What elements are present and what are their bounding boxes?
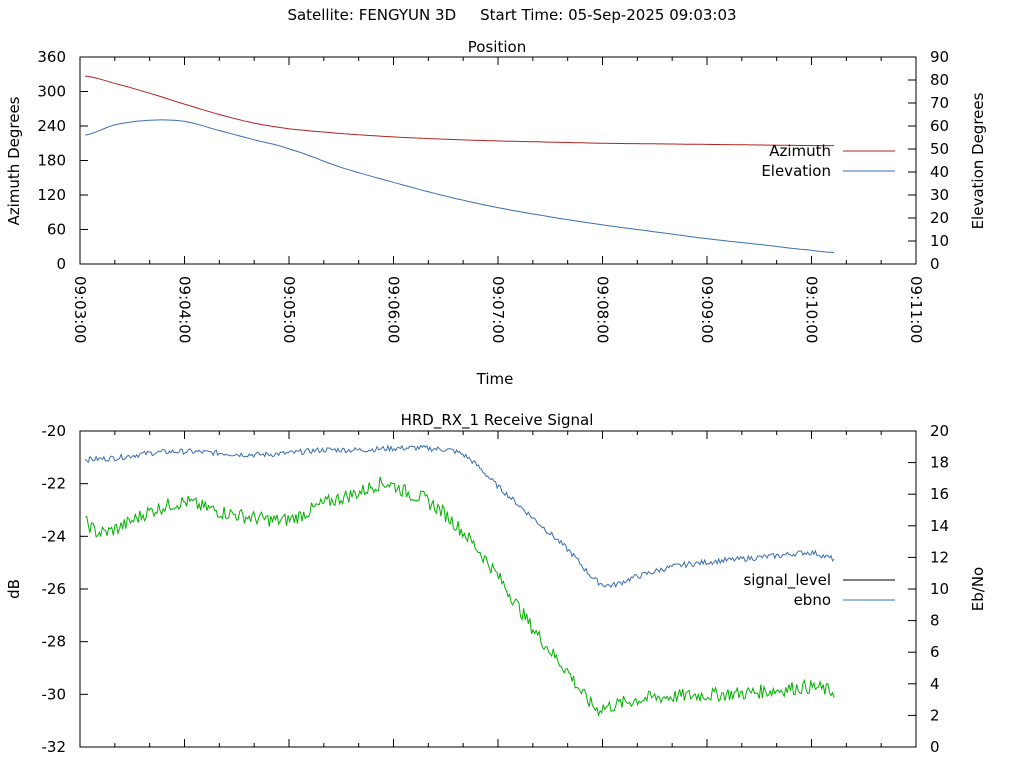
x-tick-label: 09:03:00: [71, 276, 89, 343]
series-line-Elevation: [85, 119, 835, 253]
y-tick-label: -24: [42, 527, 67, 545]
y2-tick-label: 18: [930, 454, 949, 472]
y-tick-label: -30: [42, 685, 67, 703]
y2-tick-label: 14: [930, 517, 949, 535]
y-tick-label: 60: [47, 221, 66, 239]
y2-tick-label: 10: [930, 580, 949, 598]
y-tick-label: 240: [37, 117, 66, 135]
y2-tick-label: 16: [930, 485, 949, 503]
x-tick-label: 09:08:00: [594, 276, 612, 343]
position-y2-axis-label: Elevation Degrees: [969, 92, 987, 229]
x-tick-label: 09:05:00: [280, 276, 298, 343]
series-line-Azimuth: [85, 75, 835, 147]
y-tick-label: 0: [56, 255, 66, 273]
y-tick-label: 300: [37, 83, 66, 101]
y2-tick-label: 10: [930, 232, 949, 250]
y2-tick-label: 0: [930, 738, 940, 756]
x-tick-label: 09:06:00: [385, 276, 403, 343]
signal-chart-title: HRD_RX_1 Receive Signal: [401, 411, 594, 430]
position-x-ticks: 09:03:00 09:04:00 09:05:00 09:06:00 09:07:00…: [71, 57, 925, 343]
y-tick-label: -20: [42, 422, 67, 440]
signal-y-ticks: -32 -30 -28 -26 -24 -22 -20: [42, 422, 88, 756]
y2-tick-label: 30: [930, 186, 949, 204]
y-tick-label: 180: [37, 152, 66, 170]
page-header: Satellite: FENGYUN 3D Start Time: 05-Sep-…: [0, 6, 1024, 24]
y2-tick-label: 8: [930, 612, 940, 630]
signal-y2-axis-label: Eb/No: [969, 567, 987, 611]
signal-series: [84, 444, 835, 718]
y2-tick-label: 80: [930, 71, 949, 89]
satellite-label: Satellite: FENGYUN 3D: [287, 6, 457, 24]
position-chart: Position 09:03:00 09:04:00 09:05:00 09:06:0…: [5, 38, 987, 388]
signal-chart: HRD_RX_1 Receive Signal -32-30-28-26-24-…: [5, 411, 987, 756]
start-time-label: Start Time: 05-Sep-2025 09:03:03: [480, 6, 737, 24]
y2-tick-label: 50: [930, 140, 949, 158]
y2-tick-label: 60: [930, 117, 949, 135]
y-tick-label: -28: [42, 633, 67, 651]
position-plot-frame: [79, 56, 917, 265]
y2-tick-label: 90: [930, 48, 949, 66]
y-tick-label: -32: [42, 738, 67, 756]
y2-tick-label: 20: [930, 209, 949, 227]
x-tick-label: 09:04:00: [176, 276, 194, 343]
x-tick-label: 09:11:00: [907, 276, 925, 343]
y2-tick-label: 6: [930, 643, 940, 661]
y2-tick-label: 12: [930, 548, 949, 566]
x-tick-label: 09:07:00: [489, 276, 507, 343]
legend-label: Elevation: [761, 162, 831, 180]
y-tick-label: 120: [37, 186, 66, 204]
position-chart-title: Position: [468, 38, 526, 56]
y2-tick-label: 2: [930, 706, 940, 724]
position-x-axis-label: Time: [476, 370, 514, 388]
y-tick-label: 360: [37, 48, 66, 66]
legend-label: Azimuth: [769, 142, 831, 160]
position-series: [85, 75, 835, 253]
legend-label: ebno: [794, 591, 831, 609]
position-y-axis-label: Azimuth Degrees: [5, 96, 23, 225]
y-tick-label: -22: [42, 475, 67, 493]
x-tick-label: 09:10:00: [803, 276, 821, 343]
position-y2-ticks: 0 10 20 30 40 50 60 70 80 90: [908, 48, 949, 273]
y2-tick-label: 20: [930, 422, 949, 440]
y2-tick-label: 0: [930, 255, 940, 273]
y2-tick-label: 70: [930, 94, 949, 112]
position-legend: Azimuth Elevation: [761, 142, 895, 180]
signal-x-ticks: [79, 431, 917, 747]
position-y-ticks: 0 60 120 180 240 300 360: [37, 48, 88, 273]
x-tick-label: 09:09:00: [698, 276, 716, 343]
series-line-series-2: [85, 476, 835, 718]
y-tick-label: -26: [42, 580, 67, 598]
y2-tick-label: 4: [930, 675, 940, 693]
signal-y2-ticks: 0 2 4 6 8 10 12 14 16 18 20: [908, 422, 949, 756]
legend-label: signal_level: [743, 571, 831, 590]
series-line-ebno: [84, 444, 835, 588]
y2-tick-label: 40: [930, 163, 949, 181]
signal-y-axis-label: dB: [5, 579, 23, 599]
signal-plot-frame: [79, 430, 917, 748]
